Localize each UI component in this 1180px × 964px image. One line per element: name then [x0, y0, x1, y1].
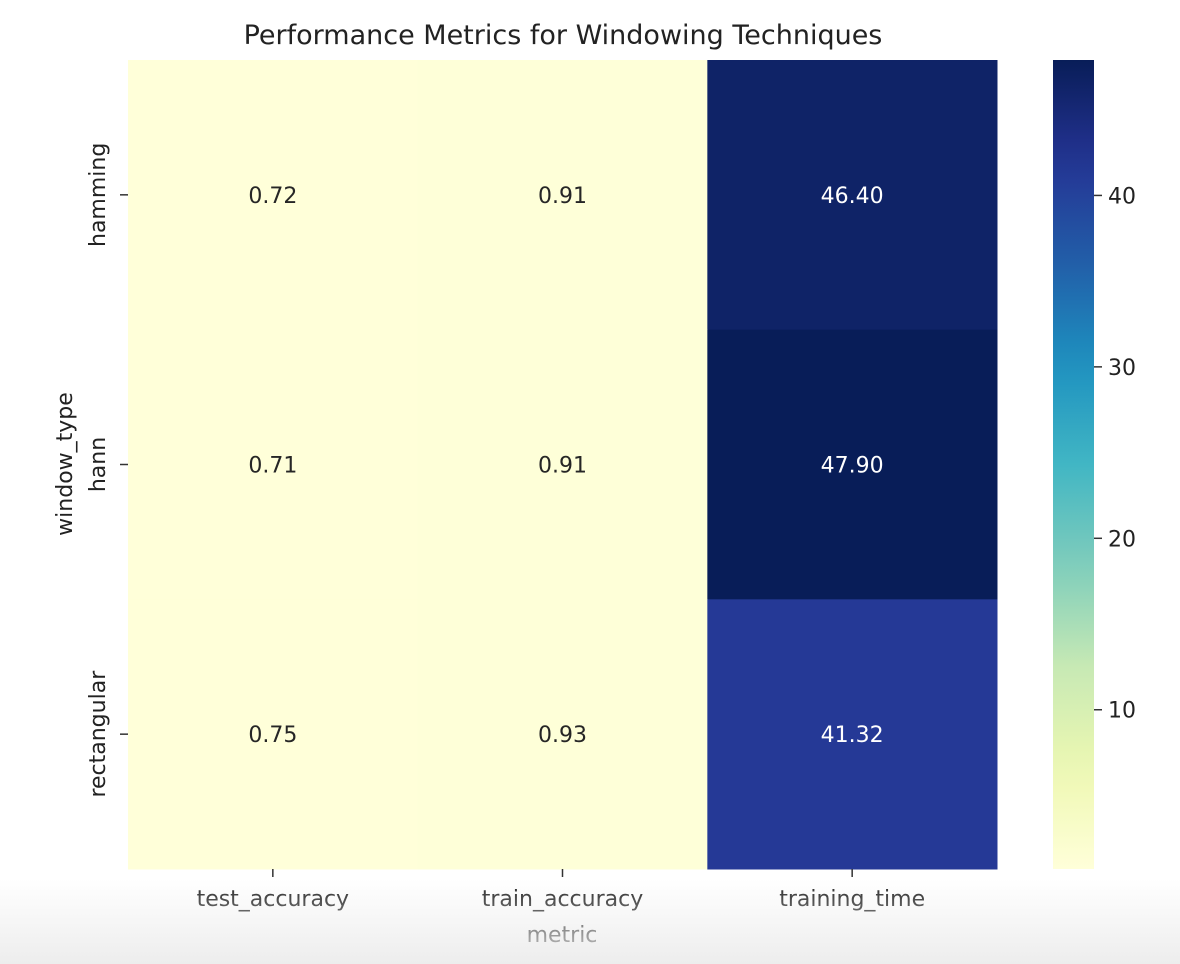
x-axis-label: metric [527, 923, 598, 948]
colorbar-tick-label: 10 [1108, 699, 1136, 724]
colorbar [1053, 60, 1094, 869]
cell-value-label: 0.91 [538, 184, 587, 209]
x-tick-label: training_time [779, 887, 925, 912]
colorbar-tick-label: 40 [1108, 184, 1136, 209]
cell-value-label: 0.71 [248, 454, 297, 479]
colorbar-tick-label: 20 [1108, 527, 1136, 552]
chart-title: Performance Metrics for Windowing Techni… [244, 20, 883, 51]
cell-value-label: 0.72 [248, 184, 297, 209]
heatmap-cell [707, 329, 998, 600]
heatmap-cell [417, 60, 708, 331]
cell-value-label: 0.91 [538, 454, 587, 479]
heatmap-cell [417, 599, 708, 870]
y-axis: hamming hann rectangular [86, 143, 128, 798]
x-tick-label: test_accuracy [197, 887, 350, 912]
y-tick-label: rectangular [86, 670, 111, 798]
cell-annotations: 0.72 0.91 46.40 0.71 0.91 47.90 0.75 0.93 41.32 [248, 184, 883, 748]
x-tick-label: train_accuracy [482, 887, 643, 912]
heatmap-cell [128, 599, 419, 870]
heatmap-cell [707, 599, 998, 870]
cell-value-label: 0.75 [248, 723, 297, 748]
cell-value-label: 41.32 [821, 723, 884, 748]
x-axis: test_accuracy train_accuracy training_time [197, 869, 925, 912]
cell-value-label: 47.90 [821, 454, 884, 479]
y-axis-label: window_type [53, 392, 78, 536]
heatmap-cell [128, 60, 419, 331]
heatmap-cell [417, 329, 708, 600]
colorbar-ticks: 10 20 30 40 [1094, 184, 1136, 724]
heatmap-cell [707, 60, 998, 331]
y-tick-label: hamming [86, 143, 111, 247]
cell-value-label: 0.93 [538, 723, 587, 748]
cell-value-label: 46.40 [821, 184, 884, 209]
colorbar-tick-label: 30 [1108, 356, 1136, 381]
heatmap-cells [128, 60, 998, 870]
heatmap-cell [128, 329, 419, 600]
y-tick-label: hann [86, 437, 111, 492]
